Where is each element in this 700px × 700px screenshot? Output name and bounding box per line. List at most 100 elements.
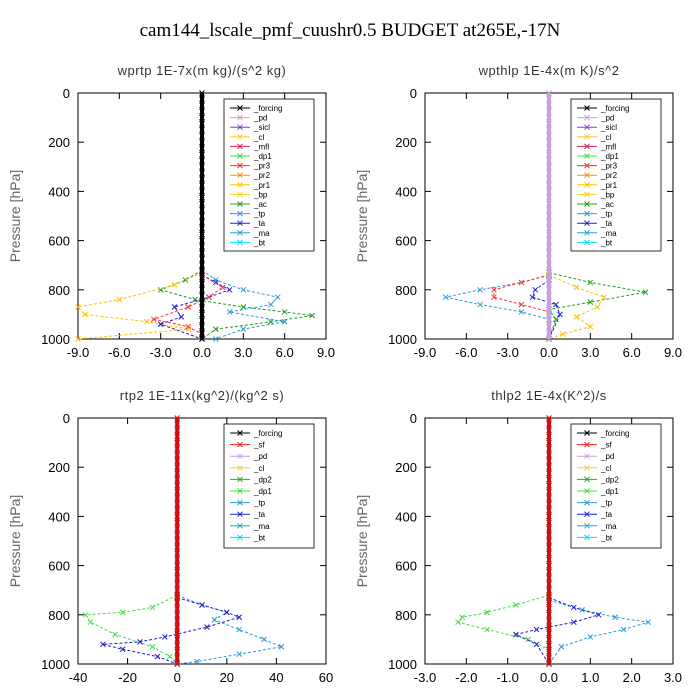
legend-marker [584, 114, 590, 121]
legend-marker [584, 499, 590, 506]
data-point [171, 304, 178, 310]
legend-entry: _sicl [600, 123, 617, 132]
legend-marker [237, 534, 243, 541]
data-point [99, 641, 106, 648]
data-point [546, 421, 552, 428]
legend-entry: _tp [253, 499, 266, 508]
data-point [174, 433, 181, 440]
data-point [174, 624, 181, 630]
legend-entry: _sicl [253, 123, 270, 132]
legend-marker [237, 476, 243, 483]
data-point [546, 114, 552, 121]
data-point [199, 170, 205, 176]
series-line [445, 274, 550, 339]
legend-marker [237, 511, 243, 518]
data-point [546, 250, 552, 256]
data-point [546, 439, 552, 446]
legend-marker [584, 511, 590, 518]
data-point [558, 643, 565, 650]
data-point [174, 654, 181, 661]
legend-marker [237, 191, 243, 198]
x-tick-label: -40 [69, 670, 88, 685]
data-point [546, 427, 552, 434]
data-point [75, 304, 81, 310]
data-point [199, 108, 205, 115]
legend-entry: _dp1 [600, 487, 619, 496]
x-tick-label: 9.0 [664, 345, 682, 360]
data-point [166, 653, 173, 660]
data-point [199, 225, 205, 232]
data-point [212, 326, 219, 333]
data-point [546, 243, 552, 250]
data-point [199, 157, 205, 164]
series-ta [529, 277, 563, 342]
data-point [546, 587, 552, 594]
data-point [174, 476, 181, 483]
data-point [546, 507, 552, 514]
data-point [199, 139, 205, 146]
legend-entry: _pr3 [253, 162, 271, 171]
data-point [546, 108, 552, 115]
data-point [546, 188, 552, 195]
panel-title: rtp2 1E-11x(kg^2)/(kg^2 s) [120, 388, 284, 403]
data-point [236, 614, 243, 621]
series-forcing [546, 415, 552, 667]
legend-entry: _tp [600, 499, 613, 508]
data-point [491, 286, 497, 293]
data-point [174, 636, 181, 643]
legend-entry: _sf [600, 441, 612, 450]
x-tick-label: -3.0 [496, 345, 518, 360]
legend-marker [237, 162, 243, 169]
data-point [199, 317, 205, 324]
data-point [525, 636, 532, 643]
data-point [87, 619, 94, 626]
legend-entry: _cl [600, 133, 611, 142]
data-point [174, 593, 181, 600]
data-point [546, 329, 552, 336]
legend-entry: _ma [253, 229, 270, 238]
data-point [546, 237, 552, 244]
data-point [199, 213, 205, 219]
data-point [171, 282, 178, 288]
data-point [559, 331, 566, 337]
data-point [484, 626, 490, 633]
legend-marker [237, 441, 243, 448]
series-line [177, 594, 284, 665]
data-point [219, 284, 226, 291]
data-point [546, 231, 552, 238]
data-point [199, 194, 205, 201]
data-point [546, 630, 552, 637]
data-point [546, 531, 552, 538]
x-tick-label: -9.0 [67, 345, 89, 360]
legend-entry: _forcing [600, 104, 629, 113]
data-point [587, 299, 594, 305]
data-point [546, 648, 552, 655]
data-point [174, 648, 181, 655]
legend-entry: _pr2 [253, 171, 271, 180]
series-pr1 [546, 272, 607, 342]
data-point [587, 634, 594, 640]
data-point [192, 296, 198, 303]
panel-title: thlp2 1E-4x(K^2)/s [491, 388, 607, 403]
y-tick-label: 1000 [41, 657, 70, 672]
panel-title: wpthlp 1E-4x(m K)/s^2 [478, 63, 620, 78]
data-point [281, 309, 288, 315]
data-point [174, 575, 181, 581]
data-point [546, 636, 552, 643]
legend-marker [584, 522, 590, 529]
data-point [546, 544, 552, 551]
legend-entry: _bt [600, 238, 613, 247]
data-point [240, 286, 247, 293]
data-point [546, 415, 552, 421]
data-point [199, 206, 205, 213]
legend-marker [237, 488, 243, 494]
data-point [553, 301, 559, 308]
legend-marker [237, 499, 243, 506]
legend-marker [584, 430, 590, 436]
y-tick-label: 200 [48, 460, 70, 475]
data-point [546, 501, 552, 507]
y-axis-label: Pressure [hPa] [7, 170, 23, 263]
data-point [546, 102, 552, 109]
data-point [546, 268, 552, 275]
data-point [199, 133, 205, 139]
